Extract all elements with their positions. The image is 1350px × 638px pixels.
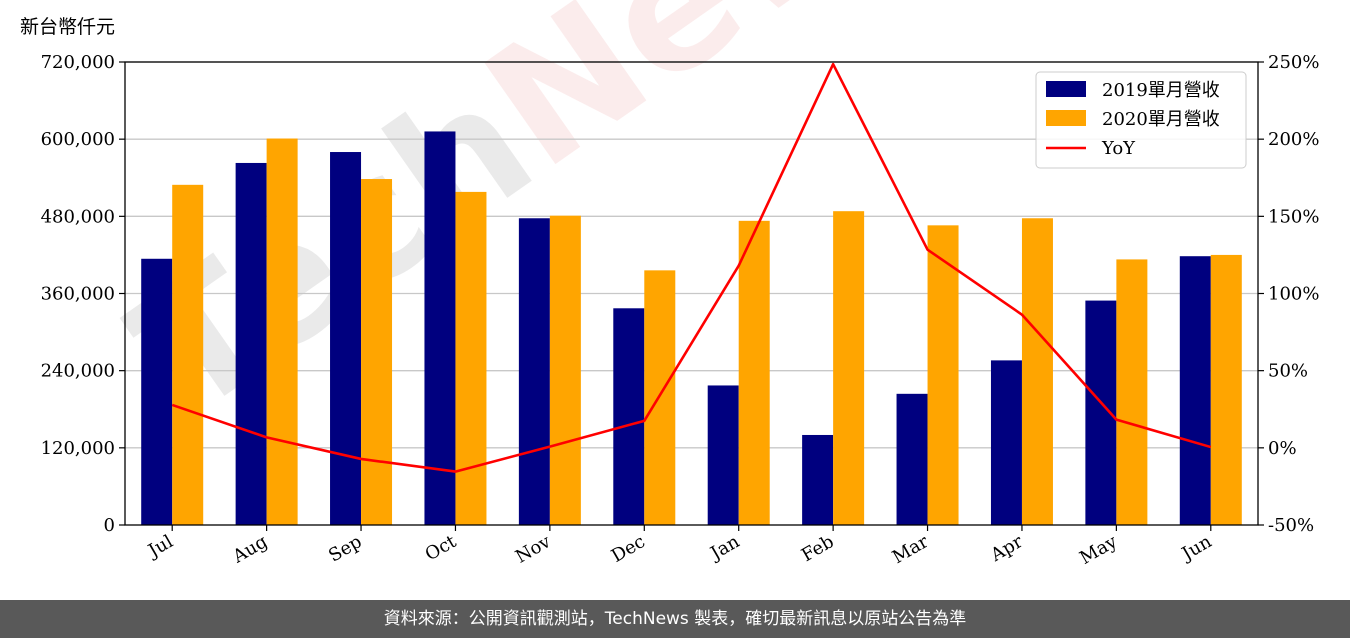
bar-2019	[802, 434, 834, 525]
y-left-tick-label: 0	[104, 515, 115, 536]
legend-swatch	[1046, 81, 1086, 97]
legend-box	[1035, 71, 1247, 169]
x-tick-label: Jul	[143, 531, 177, 563]
bar-2019	[424, 131, 456, 525]
bar-2020	[1021, 218, 1053, 525]
x-tick-label: Jun	[1177, 531, 1216, 566]
x-tick-label: Oct	[422, 531, 461, 566]
y-left-tick-label: 600,000	[41, 129, 115, 150]
unit-label: 新台幣仟元	[20, 16, 115, 38]
bar-2020	[833, 211, 865, 525]
legend-swatch	[1046, 110, 1086, 126]
x-tick-label: Mar	[889, 531, 933, 568]
x-tick-label: Dec	[608, 531, 649, 567]
y-right-tick-label: 0%	[1268, 438, 1297, 459]
bar-2019	[518, 218, 550, 525]
chart: TechNews 0120,000240,000360,000480,00060…	[20, 0, 1319, 569]
bar-2019	[707, 385, 739, 525]
legend: 2019單月營收 2020單月營收 YoY	[1035, 71, 1247, 169]
bar-2019	[896, 393, 928, 525]
bar-2020	[1116, 259, 1148, 525]
bar-2020	[927, 225, 959, 525]
bar-2020	[455, 191, 487, 525]
x-tick-label: Feb	[798, 531, 838, 566]
bar-2020	[738, 220, 770, 525]
y-left-tick-label: 720,000	[41, 52, 115, 73]
legend-label: 2019單月營收	[1102, 80, 1220, 101]
x-tick-label: Jan	[705, 531, 743, 565]
bar-2020	[361, 179, 393, 525]
y-right-tick-label: 50%	[1268, 361, 1308, 382]
y-right-tick-label: 150%	[1268, 206, 1319, 227]
x-tick-label: Apr	[986, 531, 1026, 566]
x-tick-label: Nov	[512, 531, 555, 568]
y-left-tick-label: 360,000	[41, 284, 115, 305]
bar-2019	[990, 360, 1022, 525]
y-right-tick-label: 200%	[1268, 129, 1319, 150]
bar-2019	[1179, 256, 1211, 525]
footer-source: 資料來源：公開資訊觀測站，TechNews 製表，確切最新訊息以原站公告為準	[0, 600, 1350, 638]
bar-2019	[141, 258, 173, 525]
x-tick-label: Sep	[325, 531, 365, 566]
bars	[141, 131, 1242, 525]
bar-2020	[172, 184, 204, 525]
y-left-tick-label: 120,000	[41, 438, 115, 459]
bar-2020	[549, 215, 581, 525]
x-tick-label: Aug	[228, 531, 271, 568]
bar-2019	[613, 308, 645, 525]
y-left-tick-label: 240,000	[41, 361, 115, 382]
bar-2020	[266, 138, 298, 525]
yoy-line	[171, 62, 1212, 473]
bar-2019	[235, 162, 267, 525]
legend-label: YoY	[1101, 138, 1136, 159]
legend-label: 2020單月營收	[1102, 109, 1220, 130]
bar-2020	[1210, 254, 1242, 525]
x-tick-label: May	[1076, 531, 1121, 569]
y-left-tick-label: 480,000	[41, 206, 115, 227]
y-right-tick-label: -50%	[1268, 515, 1314, 536]
yoy-line-layer	[171, 62, 1212, 473]
y-right-tick-label: 100%	[1268, 284, 1319, 305]
y-right-tick-label: 250%	[1268, 52, 1319, 73]
bar-2019	[330, 152, 362, 525]
